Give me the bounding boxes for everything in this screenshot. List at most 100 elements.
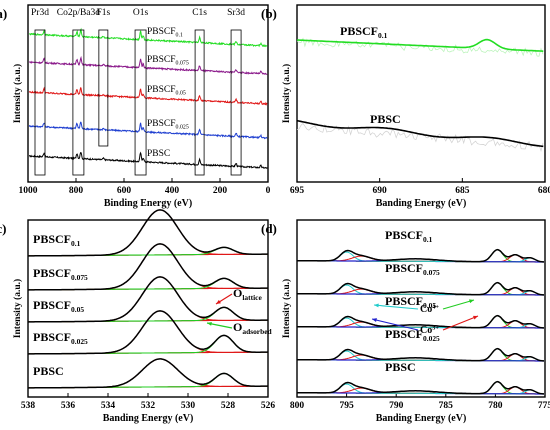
x-tick-label: 534	[101, 401, 116, 411]
x-tick-label: 790	[389, 401, 404, 411]
x-axis-title: Banding Energy (eV)	[376, 198, 467, 209]
series-label: PBSCF0.05	[385, 294, 436, 310]
panel-label: (a)	[0, 6, 7, 21]
x-tick-label: 800	[290, 401, 305, 411]
series-line	[296, 38, 544, 52]
co3-label: Co3+	[420, 325, 439, 337]
series-label: PBSCF0.05	[147, 85, 186, 96]
fit-envelope	[28, 276, 268, 323]
annotation-arrow	[442, 299, 475, 310]
x-tick-label: 538	[21, 401, 36, 411]
survey-line	[28, 27, 268, 48]
fit-envelope	[28, 209, 268, 257]
panel-a: 1000 800 600 400 200 0 Binding Energy (eV) Inte…	[0, 4, 271, 209]
series-label: PBSCF0.025	[147, 119, 189, 130]
arrow-head	[207, 321, 212, 326]
peak-box	[134, 29, 147, 176]
fit-envelope	[296, 314, 544, 329]
peak-label: Pr3d	[31, 8, 49, 18]
x-tick-label: 0	[266, 186, 271, 196]
arrow-head	[469, 299, 474, 304]
x-tick-label: 536	[61, 401, 76, 411]
plot-frame	[296, 4, 546, 183]
series-line	[296, 119, 544, 148]
series-label: PBSCF0.075	[147, 55, 189, 66]
panel-b: 695 690 685 680 Banding Energy (eV) Intensity…	[261, 4, 550, 209]
adsorbed-component	[28, 358, 268, 389]
panel-d: 800 795 790 785 780 775 Banding Energy (eV) Int…	[261, 219, 550, 424]
peak-box	[34, 29, 46, 176]
x-axis-title: Banding Energy (eV)	[103, 413, 194, 424]
x-tick-label: 526	[261, 401, 276, 411]
x-tick-label: 695	[290, 186, 305, 196]
arrow-head	[372, 318, 377, 322]
fit-envelope	[296, 380, 544, 395]
plot-frame	[27, 4, 269, 183]
series-label: PBSCF0.075	[33, 266, 88, 282]
x-tick-label: 795	[339, 401, 354, 411]
raw-signal	[296, 122, 544, 153]
x-tick-label: 680	[538, 186, 550, 196]
x-tick-label: 785	[439, 401, 454, 411]
series-label: PBSCF0.1	[147, 27, 183, 38]
arrow-head	[216, 299, 221, 304]
peak-box	[98, 29, 109, 147]
survey-line	[29, 55, 268, 76]
x-tick-label: 685	[455, 186, 470, 196]
series-label: PBSCF0.075	[385, 261, 440, 277]
peak-label: Sr3d	[227, 8, 245, 18]
fit-envelope	[296, 347, 544, 362]
panel-label: (c)	[0, 221, 6, 236]
x-axis-title: Binding Energy (eV)	[104, 198, 192, 209]
arrow-head	[374, 303, 379, 308]
fit-envelope	[296, 248, 544, 263]
y-axis-title: Intensity (a.u.)	[12, 64, 23, 123]
x-tick-label: 780	[488, 401, 503, 411]
x-tick-label: 200	[213, 186, 228, 196]
series-label: PBSC	[147, 149, 170, 159]
plot-frame	[296, 219, 546, 398]
fit-envelope	[296, 281, 544, 296]
annotation-arrow	[371, 318, 419, 331]
peak-label: Co2p/Ba3d	[57, 8, 101, 18]
series-label: PBSC	[370, 112, 401, 126]
series-label: PBSCF0.1	[385, 228, 433, 244]
y-axis-title: Intensity (a.u.)	[12, 279, 23, 338]
annotation-arrow	[442, 315, 479, 331]
peak-box	[72, 29, 85, 176]
panel-label: (b)	[261, 6, 277, 21]
series-label: PBSCF0.05	[33, 298, 84, 314]
series-label: PBSCF0.025	[385, 327, 440, 343]
panel-label: (d)	[261, 221, 277, 236]
x-tick-label: 532	[141, 401, 156, 411]
x-tick-label: 400	[165, 186, 180, 196]
peak-label: O1s	[133, 8, 149, 18]
survey-line	[28, 121, 268, 140]
arrow-head	[473, 315, 478, 320]
series-label: PBSC	[33, 364, 64, 378]
series-label: PBSCF0.1	[33, 232, 81, 248]
survey-line	[29, 151, 268, 170]
peak-box	[230, 29, 242, 176]
y-axis-title: Intensity (a.u.)	[281, 279, 292, 338]
peak-label: C1s	[192, 8, 207, 18]
series-label: PBSC	[385, 360, 416, 374]
panel-c: 538 536 534 532 530 528 526 Banding Energy (eV)…	[0, 209, 276, 424]
co4-label: Co4+	[420, 304, 439, 316]
fit-envelope	[28, 243, 268, 291]
fit-envelope	[28, 358, 268, 389]
annotation-arrow	[373, 304, 419, 310]
fit-envelope	[28, 310, 268, 355]
x-tick-label: 600	[117, 186, 132, 196]
peak-box	[194, 29, 205, 176]
x-tick-label: 528	[221, 401, 236, 411]
adsorbed-label: Oadsorbed	[233, 320, 273, 336]
x-tick-label: 775	[538, 401, 550, 411]
lattice-component	[28, 372, 268, 389]
x-axis-title: Banding Energy (eV)	[376, 413, 467, 424]
x-tick-label: 690	[373, 186, 388, 196]
lattice-label: Olattice	[233, 286, 262, 302]
x-tick-label: 530	[181, 401, 196, 411]
series-label: PBSCF0.1	[340, 24, 388, 40]
